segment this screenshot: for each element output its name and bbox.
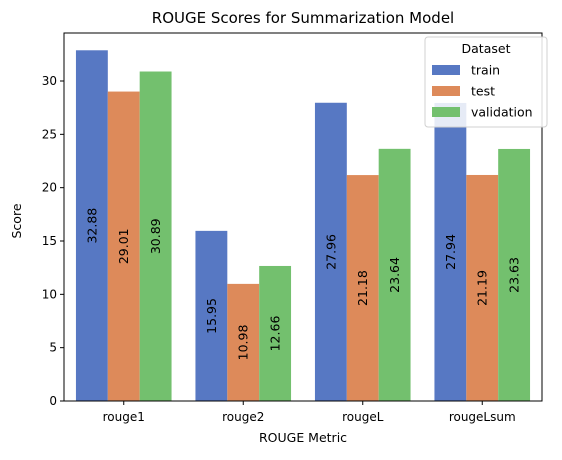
bar-test-rouge1 bbox=[107, 91, 140, 401]
legend: Dataset train test validation bbox=[424, 36, 548, 128]
bar-test-rouge2 bbox=[227, 283, 260, 401]
y-tick-label: 0 bbox=[49, 394, 57, 408]
bar-test-rougeL bbox=[346, 175, 379, 401]
data-label-test-rougeLsum: 21.19 bbox=[475, 270, 490, 306]
x-axis: rouge1 rouge2 rougeL rougeLsum bbox=[103, 401, 516, 424]
data-label-validation-rougeL: 23.64 bbox=[387, 257, 402, 293]
x-tick-label-rouge1: rouge1 bbox=[103, 410, 145, 424]
bar-validation-rouge2 bbox=[259, 265, 292, 401]
plot-frame bbox=[63, 32, 543, 402]
y-axis-label: Score bbox=[9, 203, 24, 238]
x-tick-label-rougeL: rougeL bbox=[342, 410, 384, 424]
legend-items: train test validation bbox=[432, 63, 533, 120]
data-label-test-rouge2: 10.98 bbox=[236, 325, 251, 361]
y-tick-label: 25 bbox=[42, 127, 57, 141]
bar-train-rougeLsum bbox=[434, 102, 467, 402]
y-tick-label: 30 bbox=[42, 74, 57, 88]
legend-swatch-test bbox=[432, 86, 460, 96]
bar-train-rouge1 bbox=[75, 50, 108, 401]
data-label-validation-rougeLsum: 23.63 bbox=[507, 257, 522, 293]
bars-layer bbox=[75, 50, 531, 402]
data-label-test-rouge1: 29.01 bbox=[116, 228, 131, 264]
bar-validation-rougeL bbox=[378, 148, 411, 401]
x-tick-label-rougeLsum: rougeLsum bbox=[449, 410, 516, 424]
y-tick-label: 5 bbox=[49, 341, 57, 355]
x-axis-label: ROUGE Metric bbox=[259, 430, 347, 445]
bar-validation-rougeLsum bbox=[498, 148, 531, 401]
bar-train-rouge2 bbox=[195, 230, 228, 401]
legend-box bbox=[424, 36, 548, 128]
y-tick-label: 10 bbox=[42, 287, 57, 301]
data-label-train-rougeLsum: 27.94 bbox=[443, 234, 458, 270]
legend-label-train: train bbox=[471, 63, 500, 78]
legend-title: Dataset bbox=[462, 41, 511, 56]
y-tick-label: 15 bbox=[42, 234, 57, 248]
data-label-validation-rouge1: 30.89 bbox=[148, 218, 163, 254]
chart-title: ROUGE Scores for Summarization Model bbox=[152, 9, 454, 27]
bar-test-rougeLsum bbox=[466, 174, 499, 401]
legend-label-validation: validation bbox=[471, 105, 533, 120]
legend-label-test: test bbox=[471, 84, 495, 99]
data-label-validation-rouge2: 12.66 bbox=[268, 316, 283, 352]
data-label-train-rougeL: 27.96 bbox=[323, 234, 338, 270]
legend-swatch-train bbox=[432, 65, 460, 75]
y-axis: 0 5 10 15 20 25 30 bbox=[42, 74, 64, 408]
y-tick-label: 20 bbox=[42, 181, 57, 195]
legend-swatch-validation bbox=[432, 107, 460, 117]
bar-train-rougeL bbox=[314, 102, 347, 401]
data-labels-layer: 32.88 15.95 27.96 27.94 29.01 10.98 21.18 21.19… bbox=[84, 208, 521, 361]
data-label-train-rouge2: 15.95 bbox=[204, 298, 219, 334]
x-tick-label-rouge2: rouge2 bbox=[222, 410, 264, 424]
data-label-train-rouge1: 32.88 bbox=[84, 208, 99, 244]
data-label-test-rougeL: 21.18 bbox=[355, 270, 370, 306]
bar-validation-rouge1 bbox=[139, 71, 172, 402]
